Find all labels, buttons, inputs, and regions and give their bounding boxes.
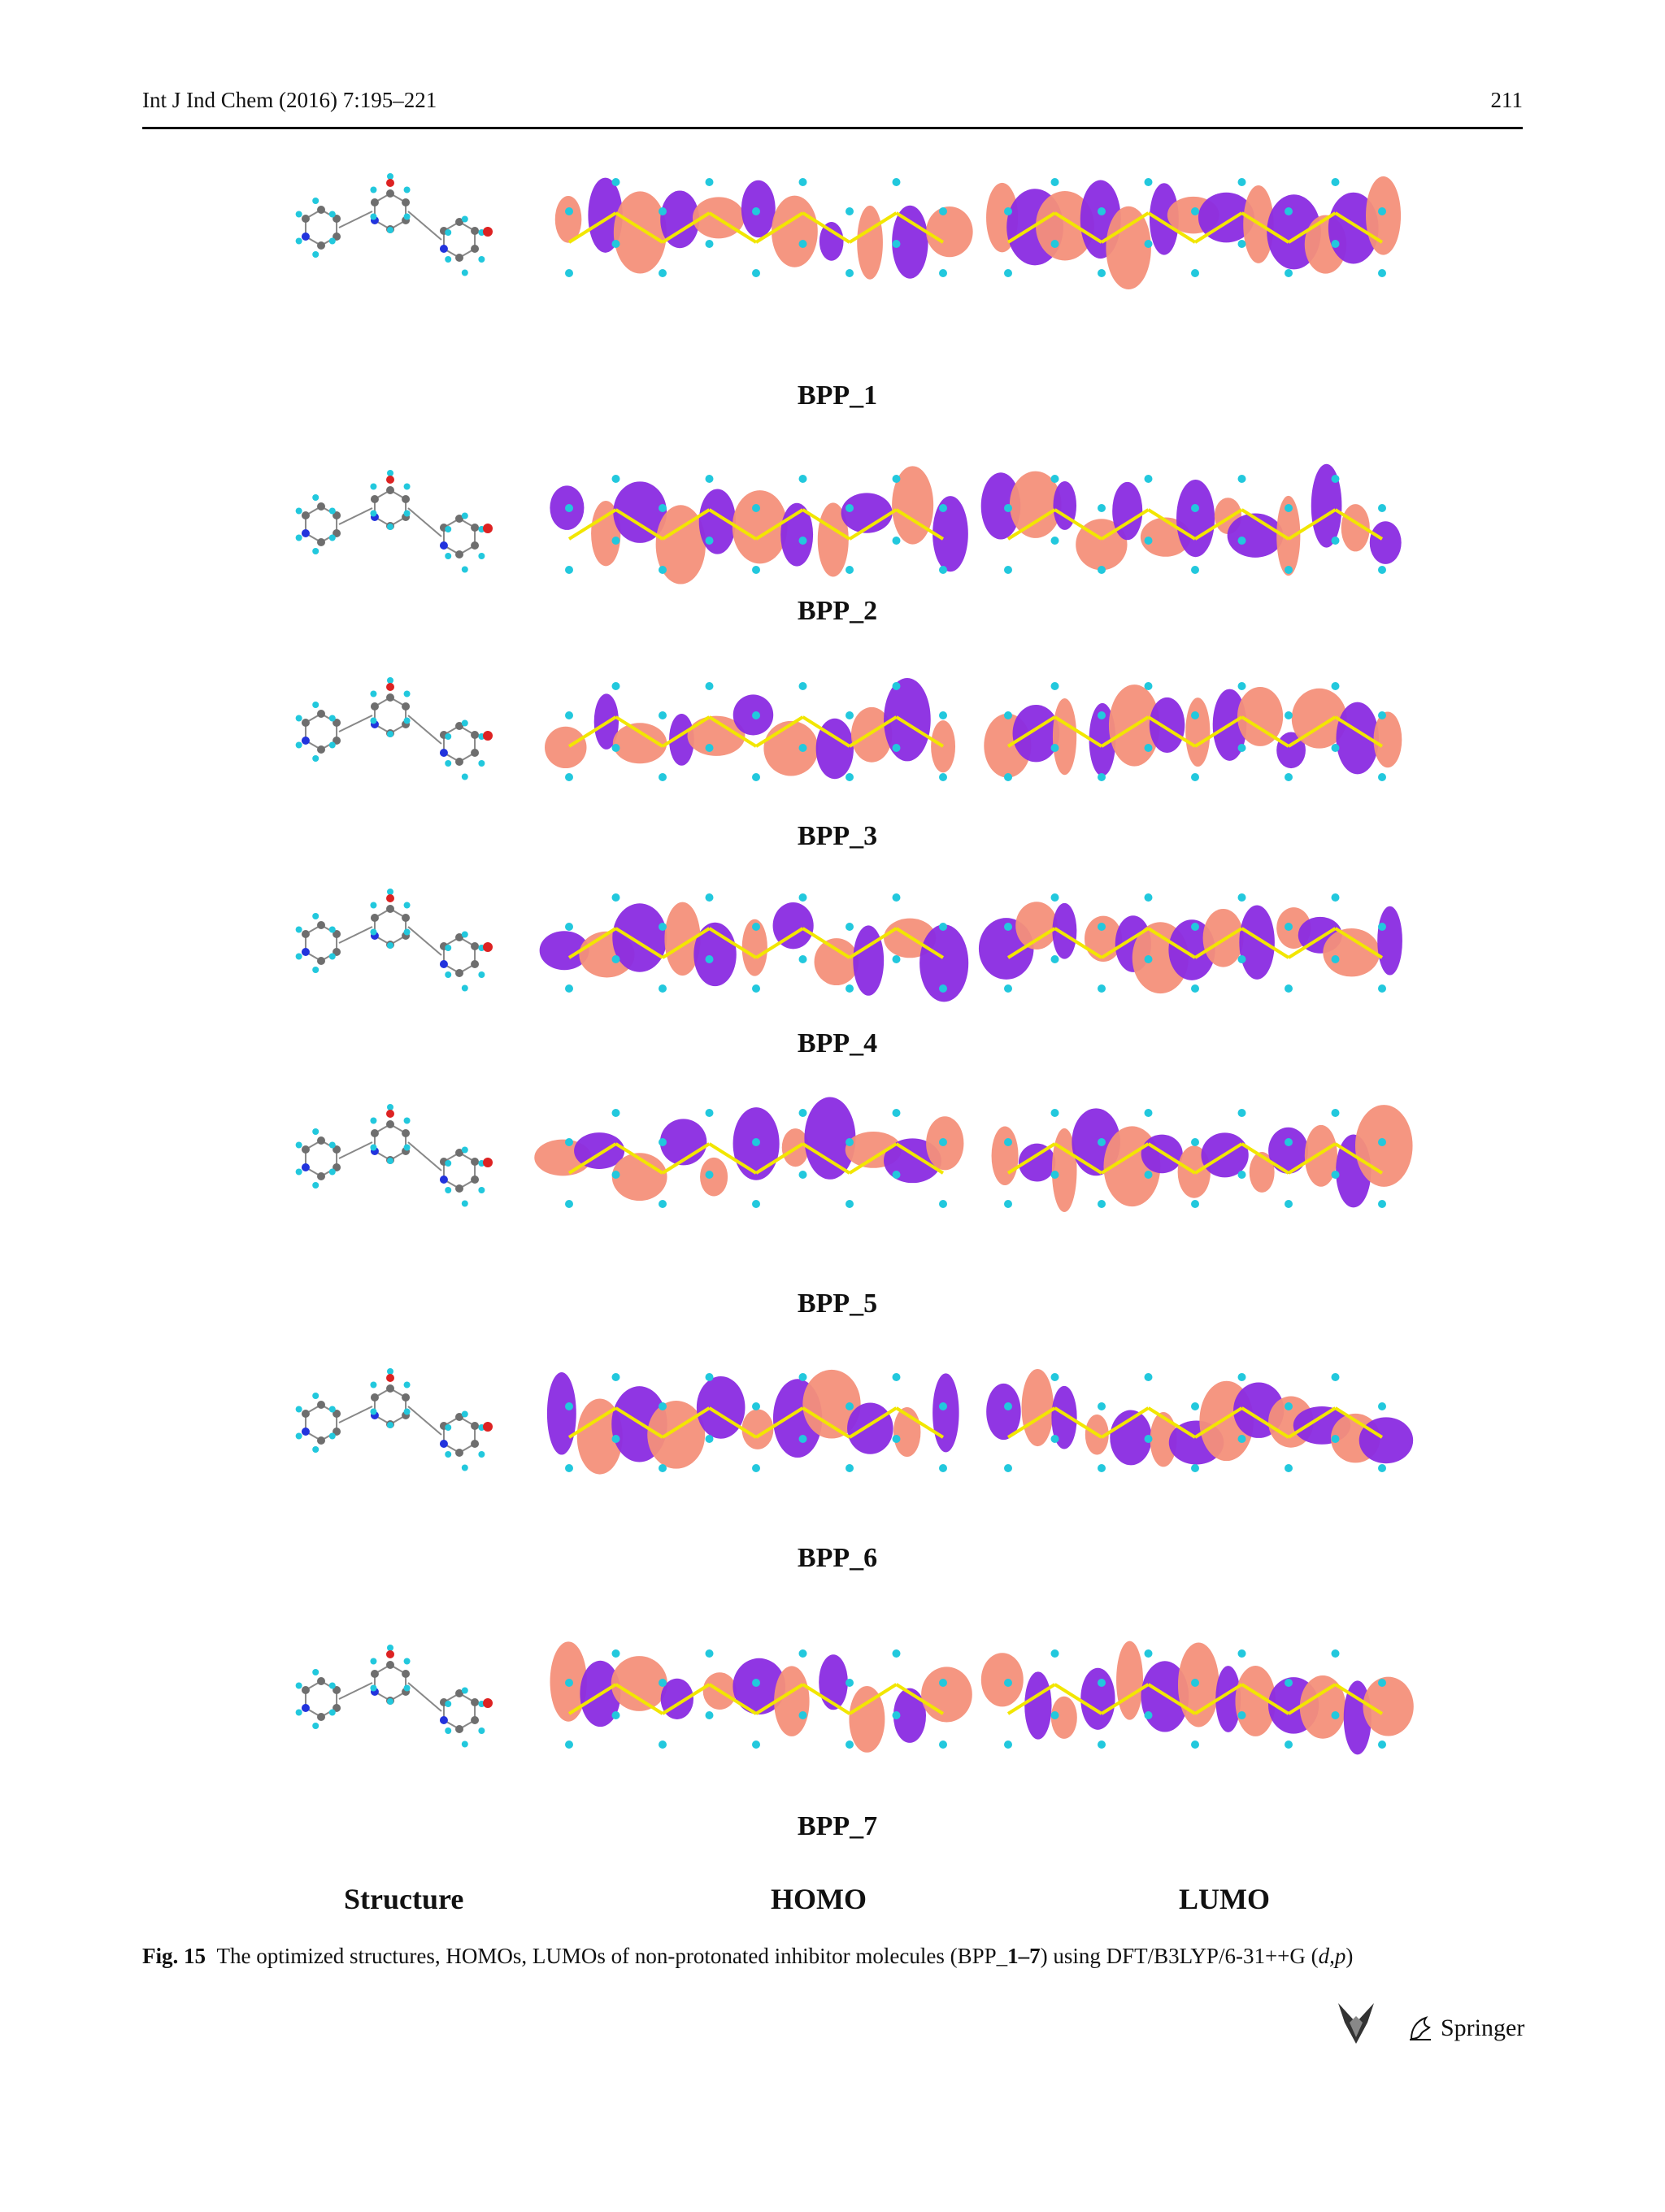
publisher-logo: Springer [1406, 2008, 1524, 2049]
figure-caption: Fig. 15 The optimized structures, HOMOs,… [142, 1941, 1523, 1971]
lumo-orbital-image [984, 658, 1406, 805]
homo-orbital-image [545, 451, 968, 598]
structure-image [276, 1626, 520, 1772]
caption-text-after: ) [1345, 1944, 1354, 1968]
journal-logo-icon [1332, 1998, 1380, 2047]
header-rule [142, 127, 1523, 129]
molecule-row-bpp-2: BPP_2 [268, 451, 1406, 663]
lumo-orbital-image [984, 154, 1406, 301]
molecule-label: BPP_3 [797, 821, 878, 851]
molecule-row-bpp-4: BPP_4 [268, 870, 1406, 1081]
springer-horse-icon [1410, 2016, 1431, 2040]
figure-label: Fig. 15 [142, 1944, 206, 1968]
caption-range: 1–7 [1007, 1944, 1041, 1968]
caption-text-middle: ) using DFT/B3LYP/6-31++G ( [1040, 1944, 1319, 1968]
homo-orbital-image [545, 1349, 967, 1496]
molecule-label: BPP_5 [797, 1289, 878, 1319]
caption-basis: d,p [1318, 1944, 1346, 1968]
journal-reference: Int J Ind Chem (2016) 7:195–221 [142, 88, 437, 112]
molecule-label: BPP_6 [797, 1543, 878, 1573]
homo-orbital-image [539, 870, 969, 1016]
lumo-orbital-image [978, 870, 1406, 1016]
structure-image [276, 451, 520, 598]
structure-image [276, 154, 520, 301]
lumo-orbital-image [980, 451, 1406, 598]
structure-image [276, 1085, 520, 1232]
molecule-row-bpp-1: BPP_1 [268, 154, 1406, 411]
structure-image [276, 658, 520, 805]
column-heading-homo: HOMO [771, 1883, 867, 1915]
molecule-label: BPP_4 [797, 1028, 878, 1058]
publisher-name: Springer [1441, 2014, 1525, 2041]
column-heading-structure: Structure [344, 1883, 464, 1915]
column-heading-lumo: LUMO [1179, 1883, 1270, 1915]
homo-orbital-image [545, 154, 973, 301]
lumo-orbital-image [984, 1349, 1414, 1496]
molecule-row-bpp-5: BPP_5 [268, 1085, 1413, 1319]
molecule-label: BPP_1 [797, 380, 878, 411]
homo-orbital-image [534, 1085, 967, 1232]
molecule-row-bpp-3: BPP_3 [268, 658, 1406, 870]
molecule-label: BPP_2 [797, 596, 878, 626]
molecule-row-bpp-7: BPP_7 [268, 1626, 1414, 1841]
page-number: 211 [1490, 88, 1524, 112]
running-head: Int J Ind Chem (2016) 7:195–221 211 [142, 88, 1523, 128]
lumo-orbital-image [984, 1085, 1413, 1232]
molecule-label: BPP_7 [797, 1811, 878, 1841]
structure-image [276, 870, 520, 1016]
homo-orbital-image [545, 1626, 972, 1772]
structure-image [276, 1349, 520, 1496]
homo-orbital-image [545, 658, 967, 805]
molecule-row-bpp-6: BPP_6 [268, 1349, 1414, 1573]
lumo-orbital-image [980, 1626, 1414, 1772]
figure-15: BPP_1 BPP_2 BPP_3 BPP_4 BPP_5 BPP_6 BPP_… [268, 154, 1414, 1878]
caption-text-before: The optimized structures, HOMOs, LUMOs o… [216, 1944, 1008, 1968]
